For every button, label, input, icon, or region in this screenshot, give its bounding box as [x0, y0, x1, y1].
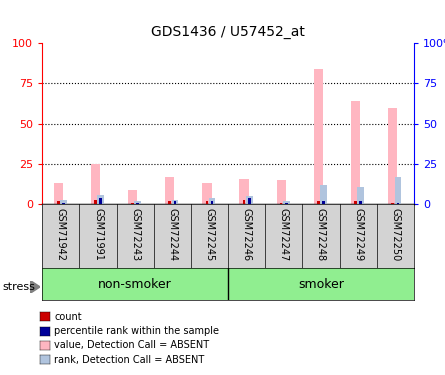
Bar [137, 203, 139, 204]
Bar [172, 200, 178, 204]
Text: GSM71991: GSM71991 [93, 208, 103, 261]
Bar [99, 198, 102, 204]
Bar [174, 201, 176, 204]
Bar [246, 196, 253, 204]
Text: GSM72246: GSM72246 [242, 208, 251, 261]
Text: GSM72244: GSM72244 [167, 208, 177, 261]
Title: GDS1436 / U57452_at: GDS1436 / U57452_at [151, 26, 305, 39]
Bar [391, 203, 394, 204]
Bar [351, 101, 360, 204]
Bar [317, 201, 320, 204]
Bar [53, 183, 63, 204]
Text: GSM72249: GSM72249 [353, 208, 363, 261]
Bar [248, 198, 251, 204]
Bar [285, 203, 288, 204]
Bar [62, 203, 65, 204]
Bar [396, 203, 399, 204]
Bar [131, 203, 134, 204]
Bar [243, 200, 245, 204]
Bar [57, 201, 60, 204]
Bar [388, 108, 397, 204]
Text: GSM71942: GSM71942 [56, 208, 66, 261]
Bar [209, 198, 215, 204]
Text: GSM72245: GSM72245 [205, 208, 214, 261]
Bar [395, 177, 401, 204]
Text: non-smoker: non-smoker [98, 278, 172, 291]
Bar [354, 201, 357, 204]
Bar [202, 183, 211, 204]
Bar [360, 201, 362, 204]
Bar [60, 200, 67, 204]
Text: GSM72248: GSM72248 [316, 208, 326, 261]
Text: GSM72247: GSM72247 [279, 208, 289, 261]
Text: value, Detection Call = ABSENT: value, Detection Call = ABSENT [54, 340, 210, 350]
Bar [134, 201, 141, 204]
Bar [322, 201, 325, 204]
Bar [239, 178, 249, 204]
Bar [94, 200, 97, 204]
Bar [276, 180, 286, 204]
Bar [165, 177, 174, 204]
Bar [283, 201, 290, 204]
Bar [314, 69, 323, 204]
Text: smoker: smoker [298, 278, 344, 291]
Bar [97, 195, 104, 204]
Bar [206, 201, 208, 204]
Text: GSM72243: GSM72243 [130, 208, 140, 261]
Text: GSM72250: GSM72250 [390, 208, 400, 261]
Text: count: count [54, 312, 82, 322]
Text: percentile rank within the sample: percentile rank within the sample [54, 326, 219, 336]
Bar [357, 187, 364, 204]
Bar [320, 185, 327, 204]
Text: stress: stress [2, 282, 35, 292]
Bar [280, 203, 283, 204]
Bar [91, 164, 100, 204]
Bar [168, 201, 171, 204]
Bar [128, 190, 137, 204]
Text: rank, Detection Call = ABSENT: rank, Detection Call = ABSENT [54, 355, 205, 364]
Polygon shape [30, 280, 40, 293]
Bar [211, 201, 214, 204]
